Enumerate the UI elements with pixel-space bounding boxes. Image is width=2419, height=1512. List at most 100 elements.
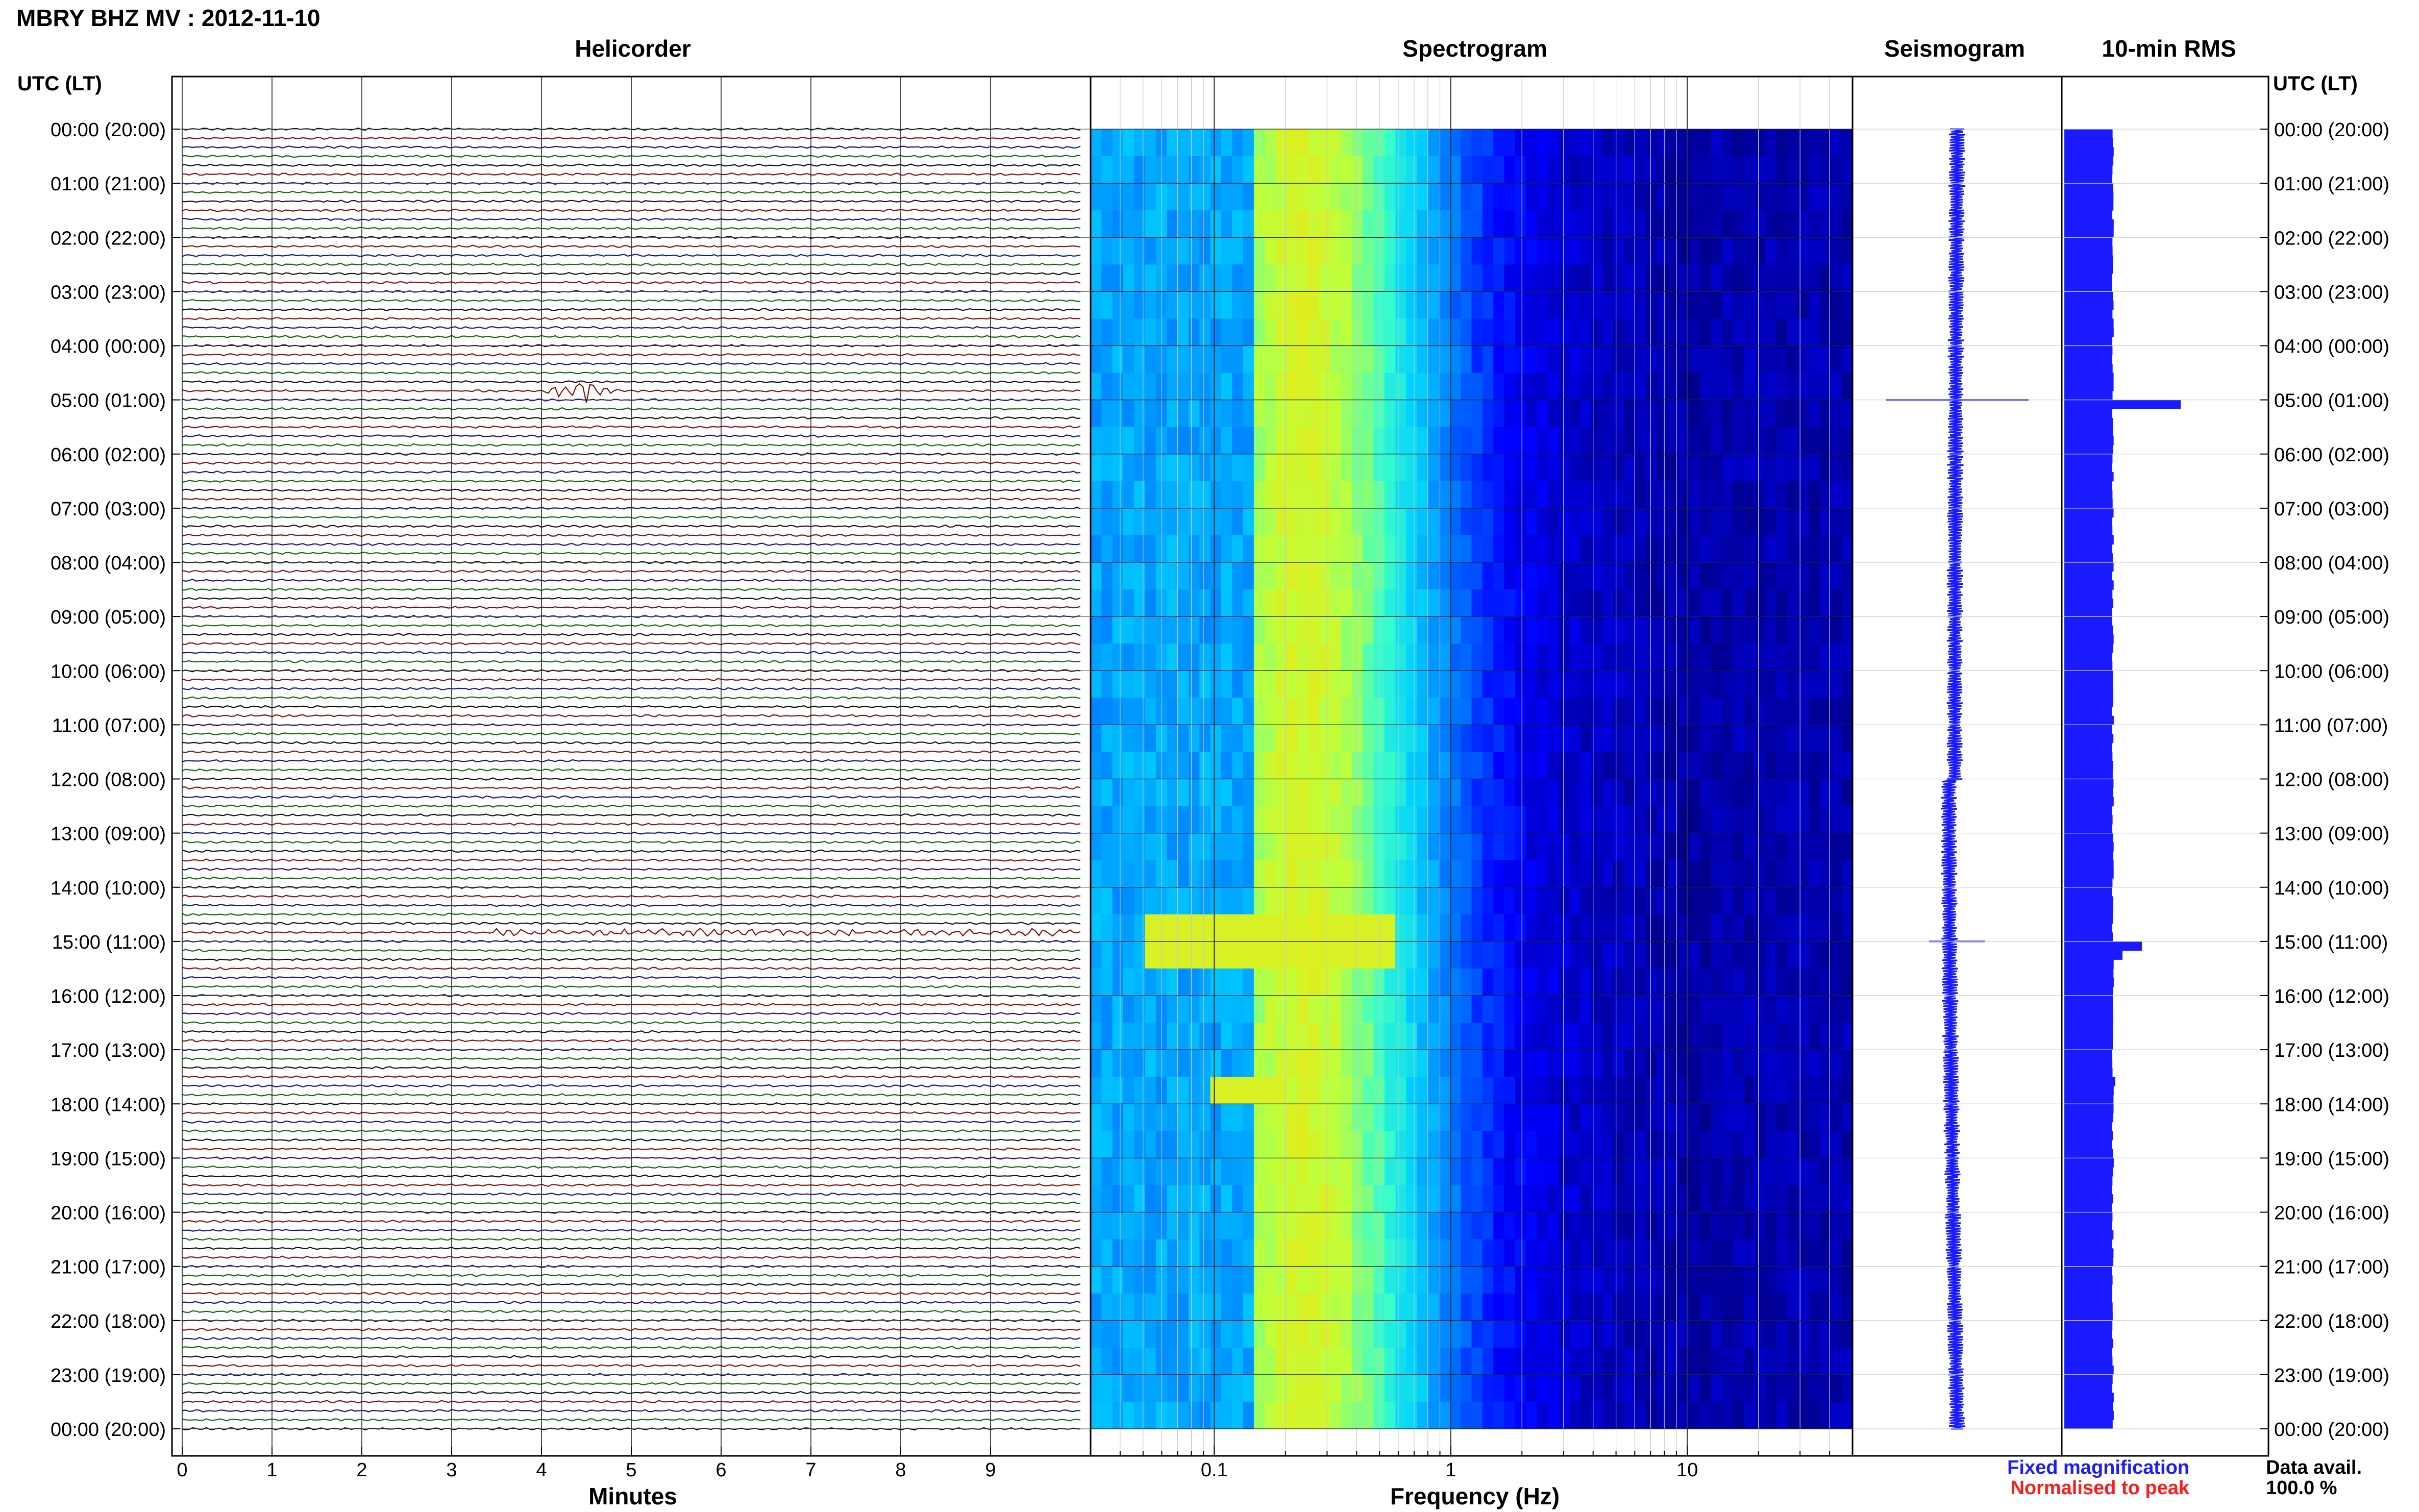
spectrogram-cell bbox=[1461, 373, 1472, 401]
spectrogram-cell bbox=[1722, 291, 1734, 319]
spectrogram-cell bbox=[1112, 345, 1124, 374]
spectrogram-cell bbox=[1591, 318, 1603, 346]
spectrogram-cell bbox=[1526, 671, 1538, 699]
spectrogram-cell bbox=[1624, 129, 1636, 157]
spectrogram-cell bbox=[1145, 698, 1156, 726]
spectrogram-cell bbox=[1395, 1131, 1407, 1159]
time-label-right: 05:00 (01:00) bbox=[2274, 390, 2389, 412]
spectrogram-cell bbox=[1395, 427, 1407, 455]
spectrogram-cell bbox=[1210, 454, 1222, 482]
rms-bar bbox=[2064, 373, 2114, 382]
spectrogram-cell bbox=[1831, 1158, 1842, 1186]
spectrogram-cell bbox=[1265, 1374, 1276, 1402]
rms-bar bbox=[2064, 652, 2112, 662]
spectrogram-cell bbox=[1700, 156, 1712, 184]
spectrogram-cell bbox=[1308, 237, 1320, 265]
spectrogram-cell bbox=[1297, 129, 1309, 157]
spectrogram-cell bbox=[1765, 616, 1777, 644]
spectrogram-cell bbox=[1798, 779, 1810, 807]
spectrogram-cell bbox=[1765, 833, 1777, 861]
rms-bar bbox=[2064, 1085, 2114, 1096]
spectrogram-cell bbox=[1189, 373, 1200, 401]
spectrogram-cell bbox=[1657, 535, 1668, 563]
spectrogram-cell bbox=[1482, 1212, 1494, 1240]
spectrogram-cell bbox=[1091, 400, 1102, 428]
spectrogram-cell bbox=[1265, 725, 1276, 753]
spectrogram-cell bbox=[1417, 779, 1428, 807]
rms-bar bbox=[2064, 598, 2113, 608]
spectrogram-cell bbox=[1101, 156, 1113, 184]
spectrogram-cell bbox=[1351, 535, 1363, 563]
spectrogram-cell bbox=[1678, 698, 1690, 726]
spectrogram-cell bbox=[1428, 1104, 1440, 1132]
spectrogram-cell bbox=[1841, 1104, 1853, 1132]
spectrogram-cell bbox=[1286, 779, 1298, 807]
spectrogram-cell bbox=[1580, 400, 1592, 428]
spectrogram-cell bbox=[1439, 1104, 1450, 1132]
spectrogram-cell bbox=[1559, 779, 1570, 807]
spectrogram-cell bbox=[1547, 914, 1559, 942]
spectrogram-cell bbox=[1308, 643, 1320, 672]
spectrogram-cell bbox=[1341, 1023, 1352, 1050]
spectrogram-cell bbox=[1776, 671, 1788, 699]
spectrogram-cell bbox=[1765, 1401, 1777, 1429]
spectrogram-cell bbox=[1580, 833, 1592, 861]
spectrogram-xlabel: Frequency (Hz) bbox=[1390, 1483, 1560, 1509]
spectrogram-cell bbox=[1373, 508, 1385, 536]
spectrogram-cell bbox=[1319, 616, 1330, 644]
spectrogram-cell bbox=[1776, 1347, 1788, 1375]
spectrogram-cell bbox=[1591, 291, 1603, 319]
spectrogram-cell bbox=[1221, 291, 1232, 319]
rms-bar bbox=[2064, 1122, 2112, 1131]
spectrogram-cell bbox=[1722, 156, 1734, 184]
spectrogram-cell bbox=[1645, 345, 1657, 374]
spectrogram-cell bbox=[1722, 671, 1734, 699]
spectrogram-cell bbox=[1449, 481, 1461, 509]
spectrogram-cell bbox=[1286, 725, 1298, 753]
spectrogram-cell bbox=[1395, 373, 1407, 401]
spectrogram-cell bbox=[1678, 156, 1690, 184]
spectrogram-cell bbox=[1645, 968, 1657, 996]
spectrogram-cell bbox=[1449, 345, 1461, 374]
spectrogram-cell bbox=[1482, 779, 1494, 807]
spectrogram-cell bbox=[1667, 183, 1679, 211]
spectrogram-cell bbox=[1351, 1239, 1363, 1267]
spectrogram-cell bbox=[1482, 671, 1494, 699]
spectrogram-cell bbox=[1689, 1347, 1701, 1375]
spectrogram-cell bbox=[1221, 996, 1232, 1023]
spectrogram-cell bbox=[1123, 1158, 1135, 1186]
spectrogram-cell bbox=[1221, 427, 1232, 455]
spectrogram-cell bbox=[1580, 1104, 1592, 1132]
spectrogram-cell bbox=[1613, 752, 1624, 780]
spectrogram-cell bbox=[1177, 1293, 1189, 1321]
helicorder-tick-label: 8 bbox=[895, 1459, 906, 1481]
spectrogram-cell bbox=[1384, 481, 1396, 509]
spectrogram-cell bbox=[1526, 1104, 1538, 1132]
spectrogram-cell bbox=[1275, 833, 1287, 861]
spectrogram-cell bbox=[1667, 1050, 1679, 1077]
spectrogram-cell bbox=[1449, 1239, 1461, 1267]
spectrogram-cell bbox=[1189, 454, 1200, 482]
spectrogram-cell bbox=[1428, 508, 1440, 536]
spectrogram-cell bbox=[1678, 806, 1690, 834]
spectrogram-cell bbox=[1787, 752, 1799, 780]
rms-bar bbox=[2064, 345, 2113, 355]
spectrogram-cell bbox=[1798, 508, 1810, 536]
spectrogram-cell bbox=[1189, 589, 1200, 617]
rms-bar bbox=[2064, 571, 2112, 581]
spectrogram-cell bbox=[1504, 237, 1516, 265]
spectrogram-cell bbox=[1820, 887, 1832, 915]
spectrogram-cell bbox=[1569, 183, 1581, 211]
spectrogram-cell bbox=[1308, 427, 1320, 455]
spectrogram-cell bbox=[1526, 129, 1538, 157]
spectrogram-cell bbox=[1700, 264, 1712, 292]
spectrogram-cell bbox=[1101, 968, 1113, 996]
spectrogram-cell bbox=[1275, 427, 1287, 455]
spectrogram-cell bbox=[1406, 1266, 1418, 1294]
spectrogram-cell bbox=[1743, 698, 1755, 726]
spectrogram-cell bbox=[1167, 1374, 1178, 1402]
spectrogram-cell bbox=[1319, 264, 1330, 292]
spectrogram-cell bbox=[1253, 508, 1265, 536]
spectrogram-cell bbox=[1493, 373, 1505, 401]
spectrogram-cell bbox=[1341, 129, 1352, 157]
